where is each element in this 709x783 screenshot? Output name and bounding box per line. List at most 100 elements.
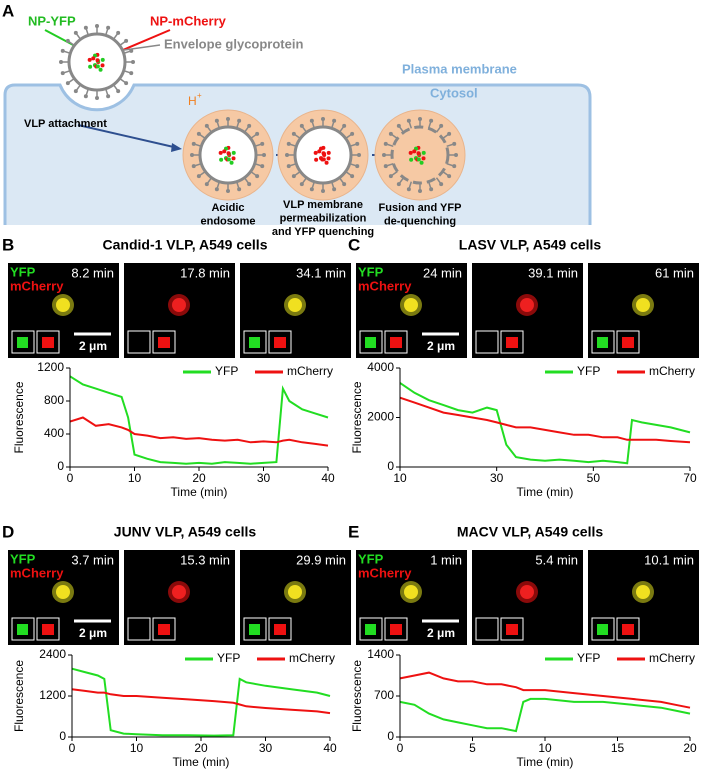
np-dot (98, 67, 103, 72)
spike-head (260, 164, 265, 169)
inset-signal (390, 337, 402, 348)
spike-head (383, 141, 388, 146)
label: NP-mCherry (150, 13, 227, 28)
spike-head (124, 38, 129, 43)
blob (288, 585, 302, 599)
x-tick-label: 10 (538, 741, 552, 755)
panel-label: A (2, 1, 14, 20)
inset (127, 330, 151, 354)
blob (56, 298, 70, 312)
series-line (71, 688, 331, 715)
spike-head (286, 141, 291, 146)
step-label: VLP membrane (283, 199, 363, 211)
channel-label: YFP (358, 264, 384, 279)
spike-head (418, 117, 422, 121)
spike-head (388, 131, 393, 136)
scale-label: 2 μm (427, 626, 455, 640)
step-label: Acidic (211, 202, 244, 214)
legend-label: mCherry (287, 364, 333, 378)
spike-head (131, 60, 135, 64)
inset-signal (622, 624, 634, 635)
inset-signal (506, 337, 518, 348)
spike-head (388, 174, 393, 179)
y-axis-title: Fluorescence (350, 381, 364, 453)
x-tick-label: 5 (469, 741, 476, 755)
spike-head (124, 81, 129, 86)
spike-head (382, 153, 386, 157)
channel-label: YFP (358, 551, 384, 566)
spike-head (321, 117, 325, 121)
spike-head (285, 153, 289, 157)
np-dot (231, 150, 236, 155)
np-dot (421, 156, 426, 161)
step-label: endosome (200, 215, 255, 227)
spike-head (60, 71, 65, 76)
blob (172, 298, 186, 312)
x-tick-label: 40 (321, 471, 335, 485)
chart-title: JUNV VLP, A549 cells (114, 524, 257, 540)
x-tick-label: 0 (67, 471, 74, 485)
x-tick-label: 40 (323, 741, 337, 755)
spike-head (342, 123, 347, 128)
np-dot (222, 149, 227, 154)
spike-head (73, 89, 78, 94)
y-tick-label: 0 (57, 459, 64, 473)
inset-signal (42, 624, 54, 635)
spike-head (350, 131, 355, 136)
x-tick-label: 20 (192, 471, 206, 485)
time-label: 1 min (430, 552, 462, 567)
spike-head (247, 182, 252, 187)
np-dot (416, 157, 421, 162)
np-dot (91, 56, 96, 61)
inset-signal (390, 624, 402, 635)
y-tick-label: 700 (374, 688, 394, 702)
spike-head (355, 164, 360, 169)
spike-head (452, 141, 457, 146)
spike-head (60, 48, 65, 53)
np-dot (226, 151, 231, 156)
spike-head (332, 118, 337, 123)
step-label: permeabilization (280, 212, 367, 224)
np-dot (421, 150, 426, 155)
spike-head (291, 131, 296, 136)
spike-head (83, 25, 88, 30)
spike-head (439, 123, 444, 128)
blob (520, 585, 534, 599)
spike-head (396, 182, 401, 187)
spike-head (299, 182, 304, 187)
np-dot (100, 57, 105, 62)
y-axis-title: Fluorescence (12, 381, 26, 453)
spike-head (452, 164, 457, 169)
spike-head (291, 174, 296, 179)
y-tick-label: 2000 (367, 410, 394, 424)
legend-label: mCherry (649, 651, 695, 665)
np-dot (229, 160, 234, 165)
spike-head (237, 187, 242, 192)
y-tick-label: 2400 (39, 647, 66, 661)
spike-head (129, 71, 134, 76)
spike-head (95, 96, 99, 100)
x-tick-label: 70 (683, 471, 697, 485)
spike-head (191, 164, 196, 169)
spike-head (83, 94, 88, 99)
arrow (77, 124, 179, 149)
inset-signal (365, 337, 376, 348)
x-tick-label: 30 (259, 741, 273, 755)
pointer (123, 44, 161, 51)
spike-head (396, 123, 401, 128)
spike-head (214, 118, 219, 123)
time-label: 29.9 min (296, 552, 346, 567)
x-tick-label: 20 (194, 741, 208, 755)
spike-head (321, 189, 325, 193)
blob (404, 298, 418, 312)
label: Plasma membrane (402, 61, 517, 76)
spike-head (204, 123, 209, 128)
inset-signal (17, 337, 28, 348)
spike-head (447, 174, 452, 179)
blob (56, 585, 70, 599)
np-dot (314, 157, 319, 162)
spike-head (418, 189, 422, 193)
spike-head (59, 60, 63, 64)
y-tick-label: 800 (44, 393, 64, 407)
